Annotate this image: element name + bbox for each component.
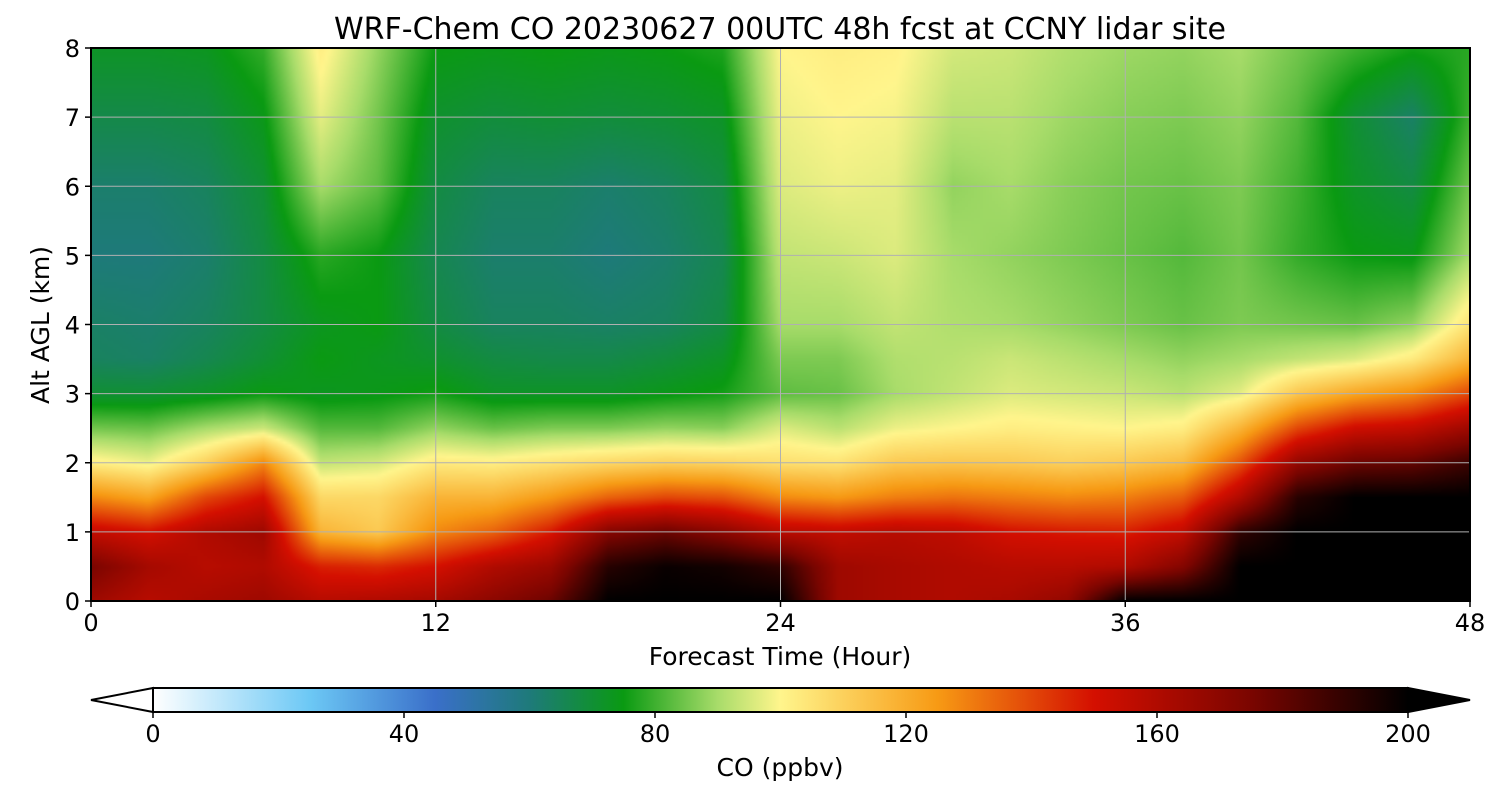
colorbar-frame <box>152 687 1409 713</box>
colorbar-tick-label: 160 <box>1134 720 1180 748</box>
y-tick-label: 2 <box>65 450 80 478</box>
colorbar: 0 40 80 120 160 200 CO (ppbv) <box>90 686 1471 782</box>
y-tick-label: 1 <box>65 519 80 547</box>
colorbar-low-extension <box>90 686 154 714</box>
x-axis-label: Forecast Time (Hour) <box>649 642 912 671</box>
colorbar-tick-label: 120 <box>883 720 929 748</box>
y-tick-label: 3 <box>65 381 80 409</box>
x-tick-label: 12 <box>420 609 451 637</box>
x-tick-label: 48 <box>1455 609 1486 637</box>
y-tick-label: 4 <box>65 312 80 340</box>
colorbar-tick-label: 80 <box>640 720 671 748</box>
y-tick-label: 6 <box>65 173 80 201</box>
chart-title: WRF-Chem CO 20230627 00UTC 48h fcst at C… <box>334 12 1226 47</box>
colorbar-high-extension <box>1407 686 1471 714</box>
x-tick-label: 36 <box>1110 609 1141 637</box>
x-axis-ticks: 0 12 24 36 48 <box>83 601 1485 637</box>
colorbar-fill <box>153 688 1408 712</box>
colorbar-label: CO (ppbv) <box>717 753 844 782</box>
y-tick-label: 8 <box>65 35 80 63</box>
x-tick-label: 0 <box>83 609 98 637</box>
x-tick-label: 24 <box>765 609 796 637</box>
colorbar-tick-label: 40 <box>389 720 420 748</box>
colorbar-tick-label: 200 <box>1385 720 1431 748</box>
colorbar-ticks: 0 40 80 120 160 200 <box>145 712 1431 748</box>
y-tick-label: 7 <box>65 104 80 132</box>
y-axis-label: Alt AGL (km) <box>26 246 55 404</box>
y-tick-label: 5 <box>65 242 80 270</box>
y-tick-label: 0 <box>65 588 80 616</box>
colorbar-tick-label: 0 <box>145 720 160 748</box>
y-axis-ticks: 0 1 2 3 4 5 6 7 8 <box>65 35 91 616</box>
